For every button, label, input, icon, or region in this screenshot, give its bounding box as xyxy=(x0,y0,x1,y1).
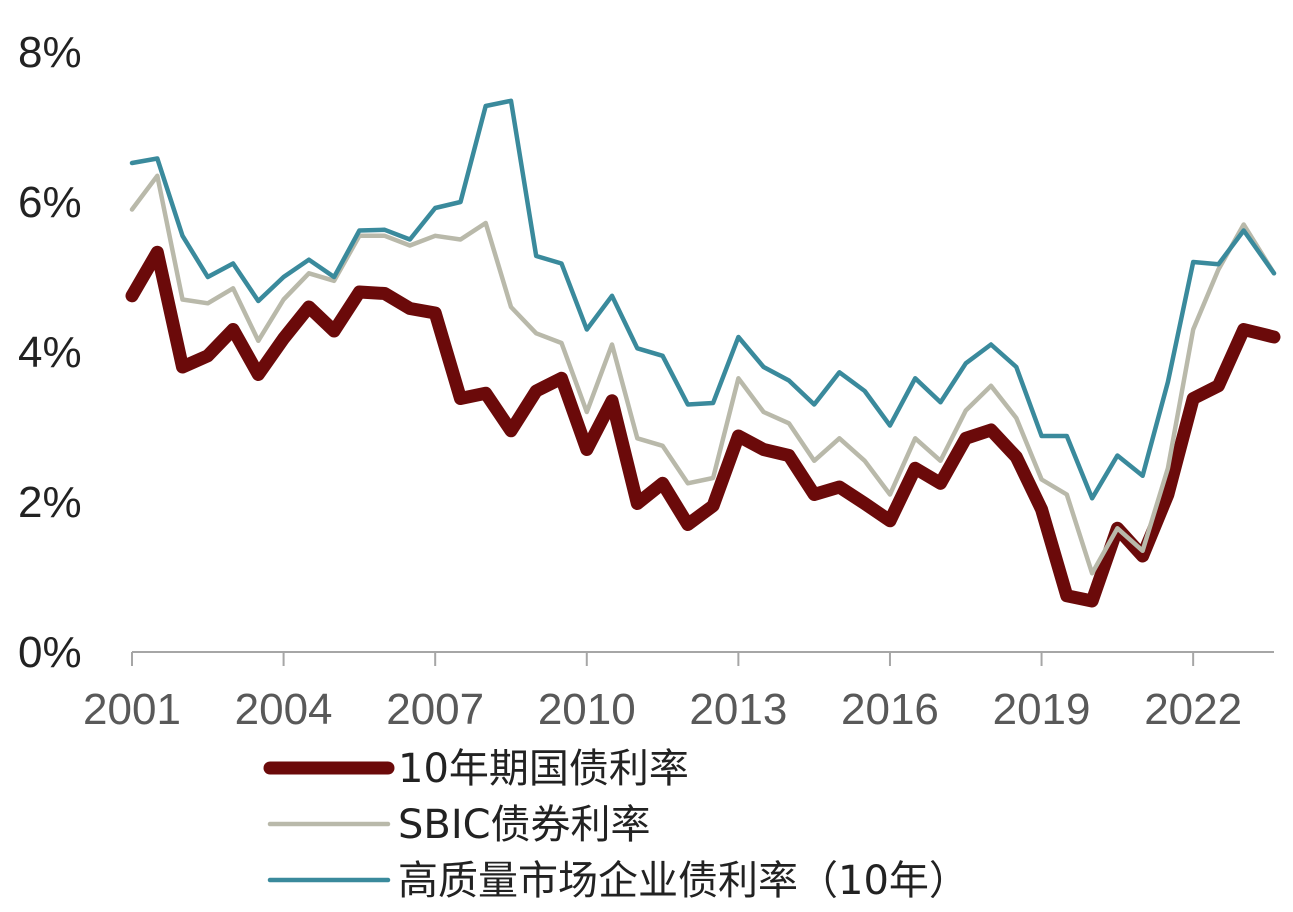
y-tick-label: 4% xyxy=(18,328,82,377)
series-line-3 xyxy=(129,98,1277,501)
y-tick-label: 0% xyxy=(18,628,82,677)
x-axis-tick-labels: 2001 2004 2007 2010 2013 2016 2019 2022 xyxy=(83,685,1242,734)
y-tick-label: 2% xyxy=(18,478,82,527)
x-tick-label: 2010 xyxy=(538,685,636,734)
series-line-2 xyxy=(129,173,1277,576)
y-tick-label: 8% xyxy=(18,28,82,77)
series-lines xyxy=(125,98,1281,608)
legend-label: SBIC债券利率 xyxy=(398,802,651,848)
x-axis xyxy=(131,651,1274,666)
y-tick-label: 6% xyxy=(18,178,82,227)
series-line-1 xyxy=(125,245,1281,608)
legend-label: 高质量市场企业债利率（10年） xyxy=(398,858,969,904)
x-tick-label: 2001 xyxy=(83,685,181,734)
x-tick-label: 2007 xyxy=(386,685,484,734)
x-tick-label: 2022 xyxy=(1144,685,1242,734)
legend-label: 10年期国债利率 xyxy=(398,746,689,792)
x-tick-label: 2013 xyxy=(689,685,787,734)
x-tick-label: 2004 xyxy=(235,685,333,734)
y-axis-tick-labels: 0% 2% 4% 6% 8% xyxy=(18,28,82,677)
x-tick-label: 2019 xyxy=(993,685,1091,734)
x-tick-label: 2016 xyxy=(841,685,939,734)
